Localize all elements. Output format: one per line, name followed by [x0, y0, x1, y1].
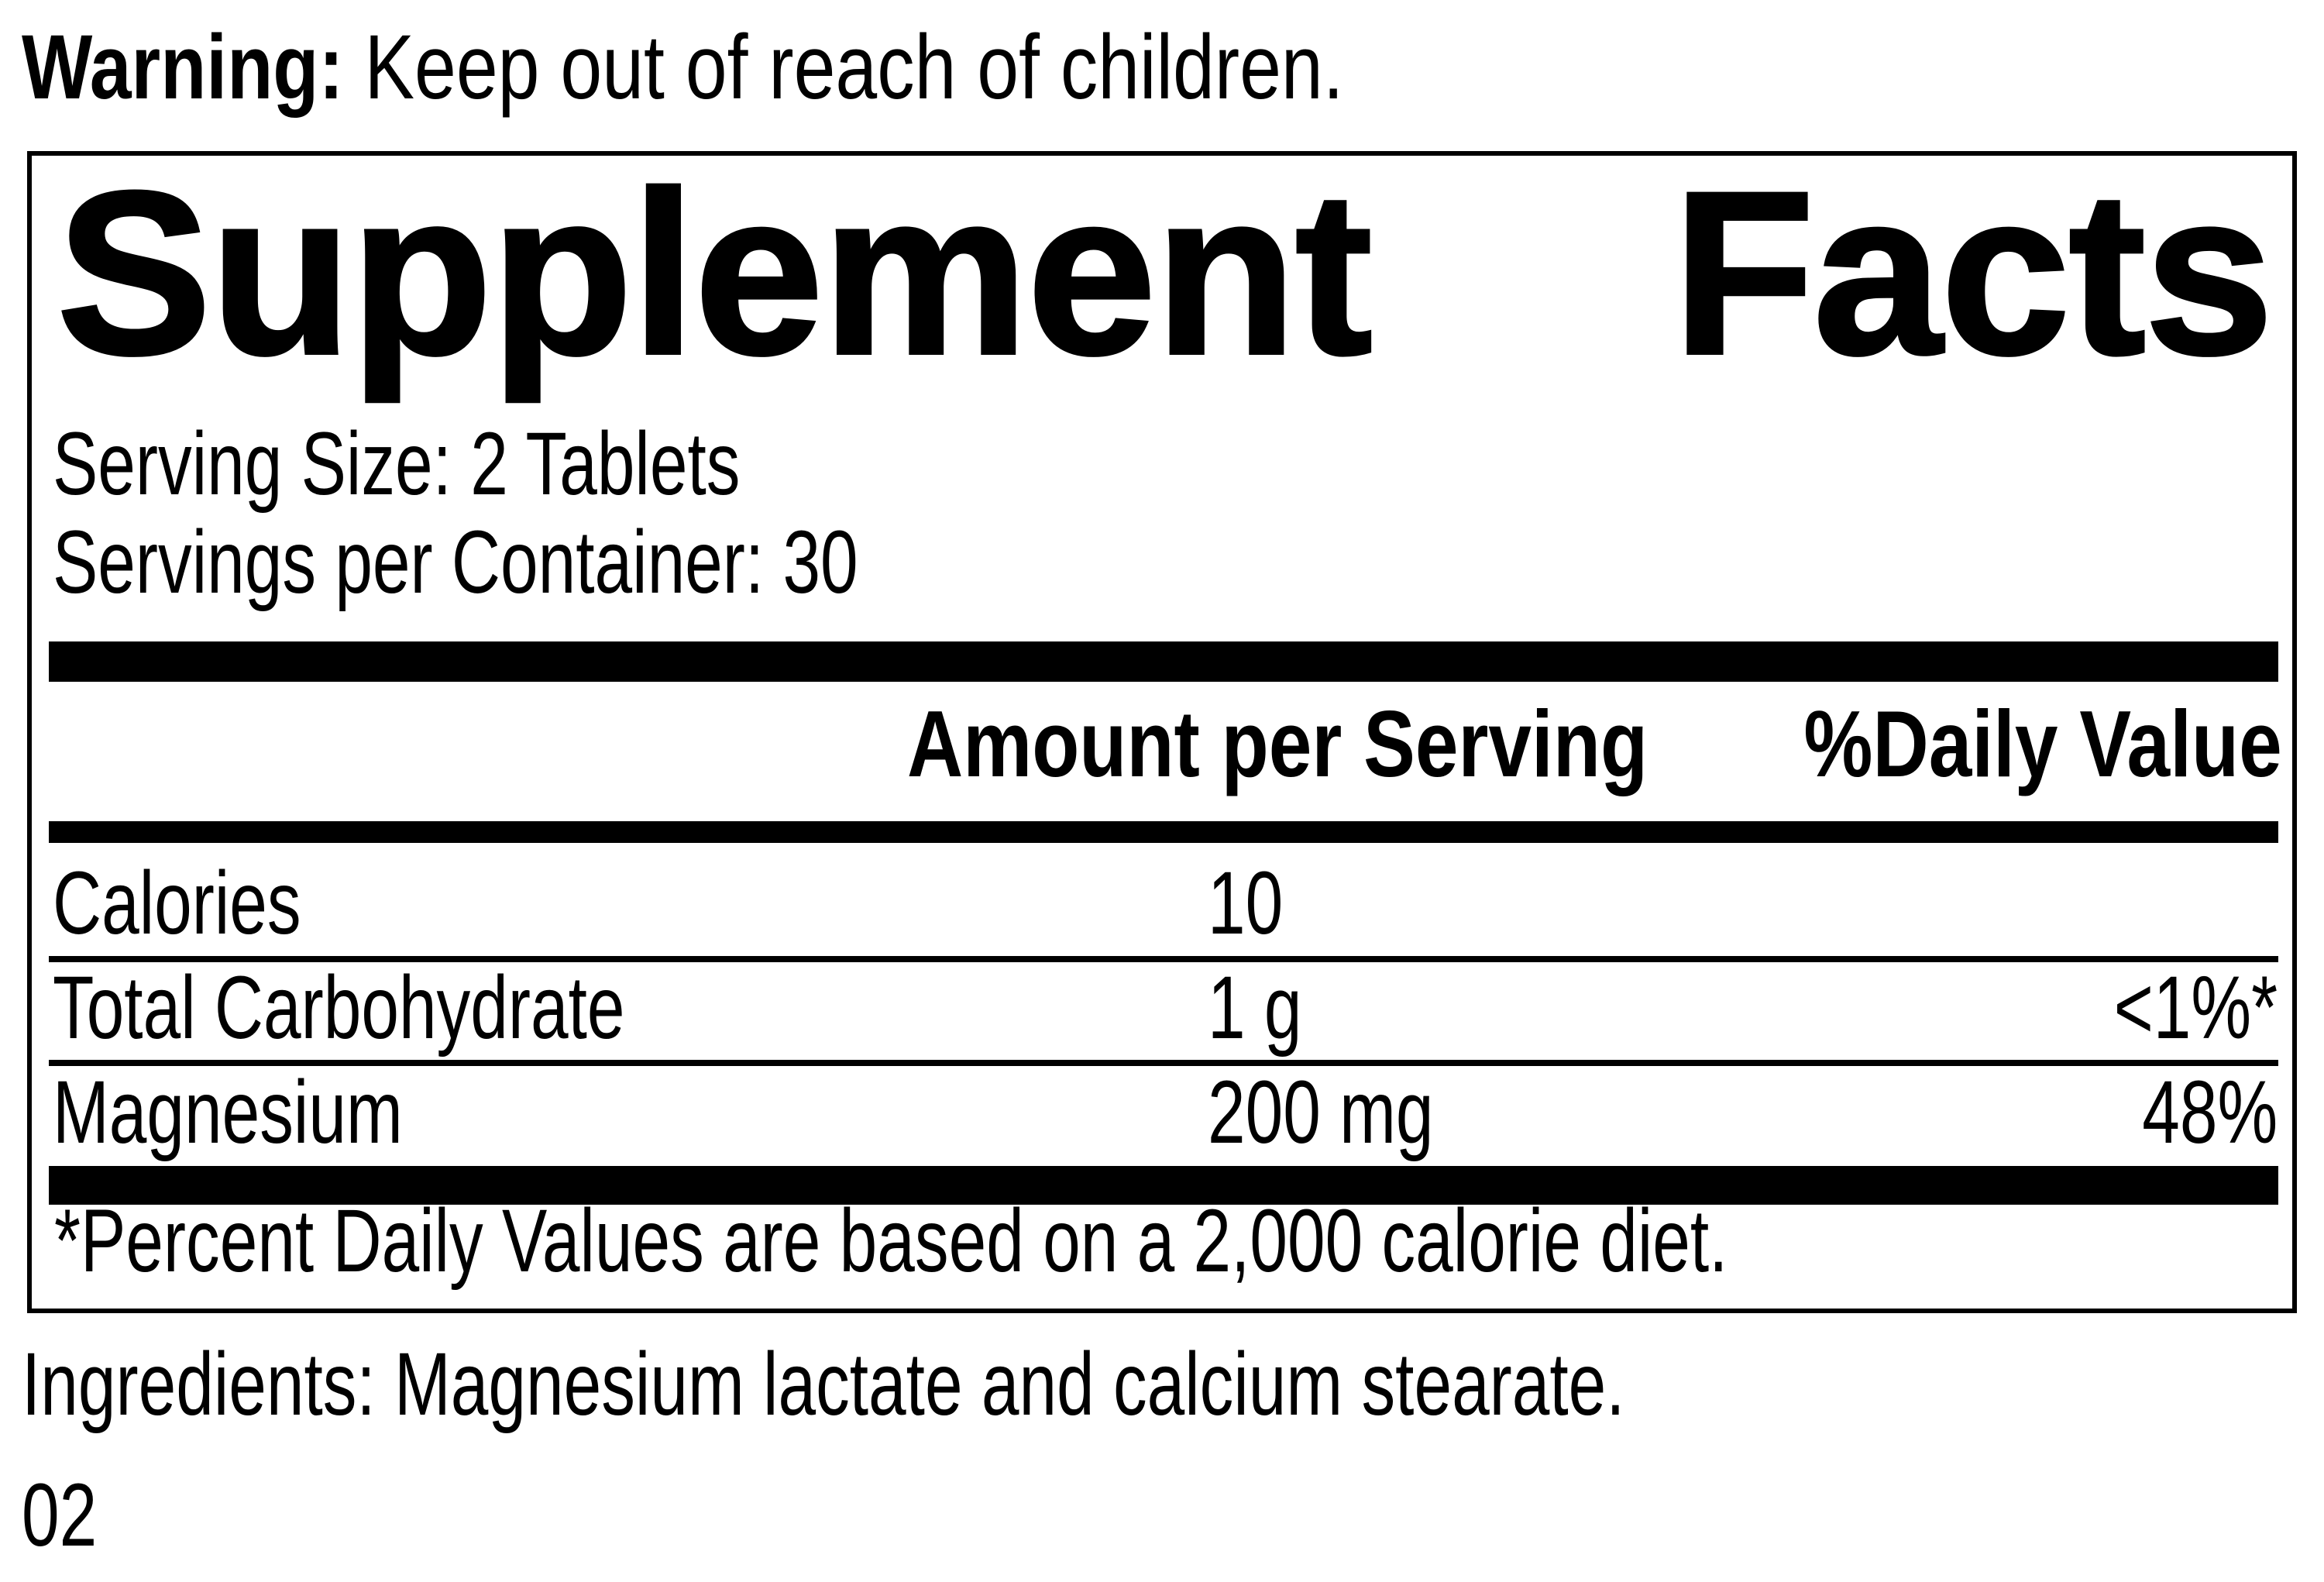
footnote: *Percent Daily Values are based on a 2,0…	[54, 1192, 1728, 1291]
row-calories-name: Calories	[53, 854, 301, 953]
row-carbohydrate-amount: 1 g	[1208, 958, 1302, 1058]
row-carbohydrate-dv: <1%*	[2113, 958, 2278, 1058]
row-calories-amount: 10	[1208, 854, 1284, 953]
divider-thin-2	[49, 1060, 2278, 1066]
column-header-daily-value: %Daily Value	[1803, 691, 2282, 796]
row-magnesium-name: Magnesium	[53, 1063, 403, 1162]
row-carbohydrate-name: Total Carbohydrate	[53, 958, 625, 1058]
divider-thin-1	[49, 956, 2278, 962]
warning-label: Warning:	[22, 16, 344, 119]
ingredients-line: Ingredients: Magnesium lactate and calci…	[22, 1335, 1625, 1434]
label-code: 02	[22, 1466, 98, 1565]
panel-title: Supplement Facts	[55, 143, 2275, 403]
title-word-facts: Facts	[1671, 143, 2275, 403]
title-word-supplement: Supplement	[55, 143, 1374, 403]
divider-thick-under-header	[49, 821, 2278, 843]
facts-box	[27, 151, 2297, 1313]
column-header-amount: Amount per Serving	[907, 691, 1648, 796]
divider-thick-top	[49, 641, 2278, 682]
warning-text: Keep out of reach of children.	[364, 16, 1344, 119]
row-magnesium-dv: 48%	[2142, 1063, 2278, 1162]
serving-size-line: Serving Size: 2 Tablets	[53, 414, 741, 514]
divider-thick-bottom	[49, 1166, 2278, 1205]
warning-line: Warning: Keep out of reach of children.	[22, 22, 1634, 113]
row-magnesium-amount: 200 mg	[1208, 1063, 1434, 1162]
servings-per-container-line: Servings per Container: 30	[53, 513, 858, 612]
